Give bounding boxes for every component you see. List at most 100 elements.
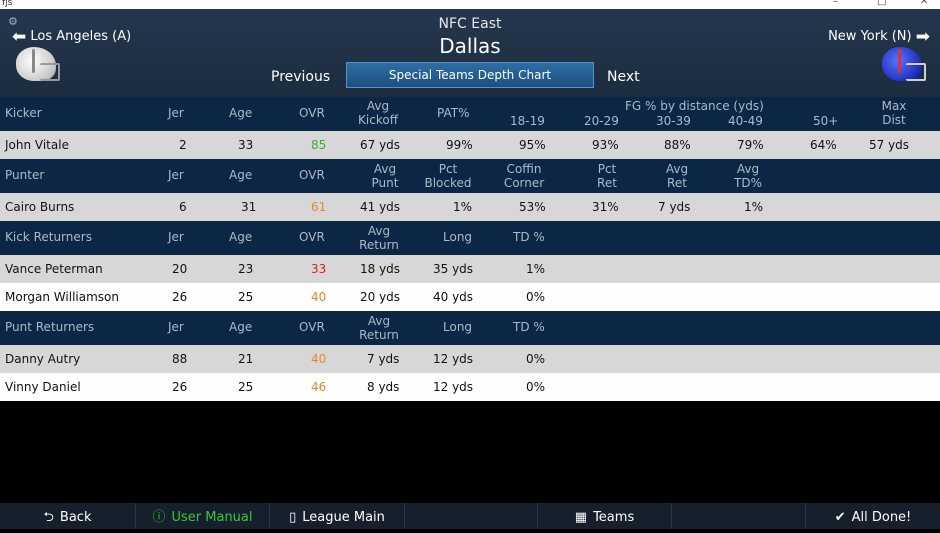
col-header-fg-title: FG % by distance (yds) [625, 99, 764, 113]
col-header-pct-ret: Pct Ret [597, 162, 617, 190]
col-header-position: Punter [5, 168, 45, 182]
col-header-avg-ret: Avg Ret [665, 162, 689, 190]
col-header-ovr: OVR [299, 168, 325, 182]
fg-20-29: 93% [592, 138, 619, 152]
col-header-jer: Jer [168, 168, 184, 182]
teams-icon: ▦ [574, 510, 588, 525]
player-name[interactable]: Cairo Burns [5, 200, 75, 214]
clipboard-icon: ▯ [289, 510, 297, 525]
ovr-rating: 33 [311, 262, 327, 276]
avg-kickoff: 67 yds [360, 138, 401, 152]
ovr-rating: 40 [311, 290, 327, 304]
league-main-button[interactable]: ▯ League Main [270, 503, 405, 529]
punt-returners-header-row: Punt Returners Jer Age OVR Avg Return Lon… [0, 311, 940, 345]
bottom-nav-bar: ⮌ Back ⓘ User Manual ▯ League Main ▦ Teams ✔… [0, 503, 940, 529]
col-header-long: Long [443, 320, 473, 334]
depth-chart-table: Kicker Jer Age OVR Avg Kickoff PAT% FG % … [0, 97, 940, 401]
helmet-logo-left[interactable] [16, 47, 60, 81]
col-header-age: Age [229, 320, 253, 334]
col-header-position: Punt Returners [5, 320, 95, 334]
long: 35 yds [433, 262, 474, 276]
ovr-rating: 40 [311, 352, 327, 366]
view-selector-button[interactable]: Special Teams Depth Chart [346, 62, 594, 88]
page-title: Dallas [439, 34, 501, 58]
fg-40-49: 79% [737, 138, 764, 152]
team-header: ⚙ ⬅ Los Angeles (A) New York (N) ➡ NFC E… [0, 9, 940, 98]
ovr-rating: 61 [311, 200, 327, 214]
pat-pct: 99% [446, 138, 473, 152]
jersey: 26 [172, 290, 188, 304]
col-header-fg-18-19: 18-19 [510, 114, 545, 128]
jersey: 88 [172, 352, 188, 366]
app-icon: fjs [2, 0, 13, 8]
arrow-right-icon: ➡ [915, 27, 930, 47]
maximize-button[interactable]: □ [877, 0, 887, 7]
td-pct: 1% [526, 262, 546, 276]
window-title-bar: fjs – □ ✕ [0, 0, 940, 9]
helmet-logo-right[interactable] [882, 47, 926, 81]
close-button[interactable]: ✕ [920, 0, 929, 7]
col-header-age: Age [229, 106, 253, 120]
previous-button[interactable]: Previous [271, 69, 331, 85]
table-row[interactable]: Danny Autry 88 21 40 7 yds 12 yds 0% [0, 345, 940, 373]
player-name[interactable]: Morgan Williamson [5, 290, 119, 304]
jersey: 26 [172, 380, 188, 394]
avg-return: 18 yds [360, 262, 401, 276]
player-name[interactable]: John Vitale [5, 138, 69, 152]
col-header-position: Kick Returners [5, 230, 92, 244]
td-pct: 0% [526, 290, 546, 304]
table-row[interactable]: Morgan Williamson 26 25 40 20 yds 40 yds… [0, 283, 940, 311]
next-button[interactable]: Next [607, 69, 640, 85]
punter-header-row: Punter Jer Age OVR Avg Punt Pct Blocked Co… [0, 159, 940, 193]
prev-team-link[interactable]: ⬅ Los Angeles (A) [12, 27, 131, 47]
td-pct: 0% [526, 380, 546, 394]
avg-td: 1% [744, 200, 764, 214]
kick-returners-header-row: Kick Returners Jer Age OVR Avg Return Lon… [0, 221, 940, 255]
teams-button[interactable]: ▦ Teams [538, 503, 672, 529]
fg-18-19: 95% [519, 138, 546, 152]
td-pct: 0% [526, 352, 546, 366]
col-header-jer: Jer [168, 320, 184, 334]
all-done-button[interactable]: ✔ All Done! [806, 503, 940, 529]
player-name[interactable]: Vance Peterman [5, 262, 103, 276]
col-header-fg-50-plus: 50+ [813, 114, 839, 128]
table-row[interactable]: Vinny Daniel 26 25 46 8 yds 12 yds 0% [0, 373, 940, 401]
avg-punt: 41 yds [360, 200, 401, 214]
col-header-long: Long [443, 230, 473, 244]
col-header-avg-punt: Avg Punt [371, 162, 399, 190]
col-header-jer: Jer [168, 230, 184, 244]
kicker-header-row: Kicker Jer Age OVR Avg Kickoff PAT% FG % … [0, 97, 940, 131]
col-header-td-pct: TD % [513, 320, 545, 334]
age: 25 [238, 290, 254, 304]
fg-50-plus: 64% [810, 138, 837, 152]
max-dist: 57 yds [869, 138, 910, 152]
col-header-ovr: OVR [299, 320, 325, 334]
age: 21 [238, 352, 254, 366]
col-header-fg-20-29: 20-29 [584, 114, 619, 128]
pct-blocked: 1% [453, 200, 473, 214]
jersey: 20 [172, 262, 188, 276]
col-header-age: Age [229, 168, 253, 182]
col-header-ovr: OVR [299, 230, 325, 244]
gear-icon[interactable]: ⚙ [8, 15, 18, 28]
table-row[interactable]: Cairo Burns 6 31 61 41 yds 1% 53% 31% 7 … [0, 193, 940, 221]
long: 12 yds [433, 380, 474, 394]
player-name[interactable]: Danny Autry [5, 352, 81, 366]
next-team-link[interactable]: New York (N) ➡ [828, 27, 930, 47]
prev-team-label: Los Angeles (A) [30, 29, 132, 44]
player-name[interactable]: Vinny Daniel [5, 380, 81, 394]
col-header-avg-return: Avg Return [359, 224, 399, 252]
table-row[interactable]: John Vitale 2 33 85 67 yds 99% 95% 93% 8… [0, 131, 940, 159]
age: 25 [238, 380, 254, 394]
back-button[interactable]: ⮌ Back [0, 503, 136, 529]
ovr-rating: 46 [311, 380, 327, 394]
user-manual-button[interactable]: ⓘ User Manual [136, 503, 270, 529]
jersey: 6 [179, 200, 187, 214]
avg-return: 8 yds [367, 380, 400, 394]
avg-return: 7 yds [367, 352, 400, 366]
arrow-left-icon: ⬅ [12, 27, 27, 47]
table-row[interactable]: Vance Peterman 20 23 33 18 yds 35 yds 1% [0, 255, 940, 283]
minimize-button[interactable]: – [833, 0, 838, 7]
col-header-avg-return: Avg Return [359, 314, 399, 342]
col-header-pct-blocked: Pct Blocked [424, 162, 472, 190]
